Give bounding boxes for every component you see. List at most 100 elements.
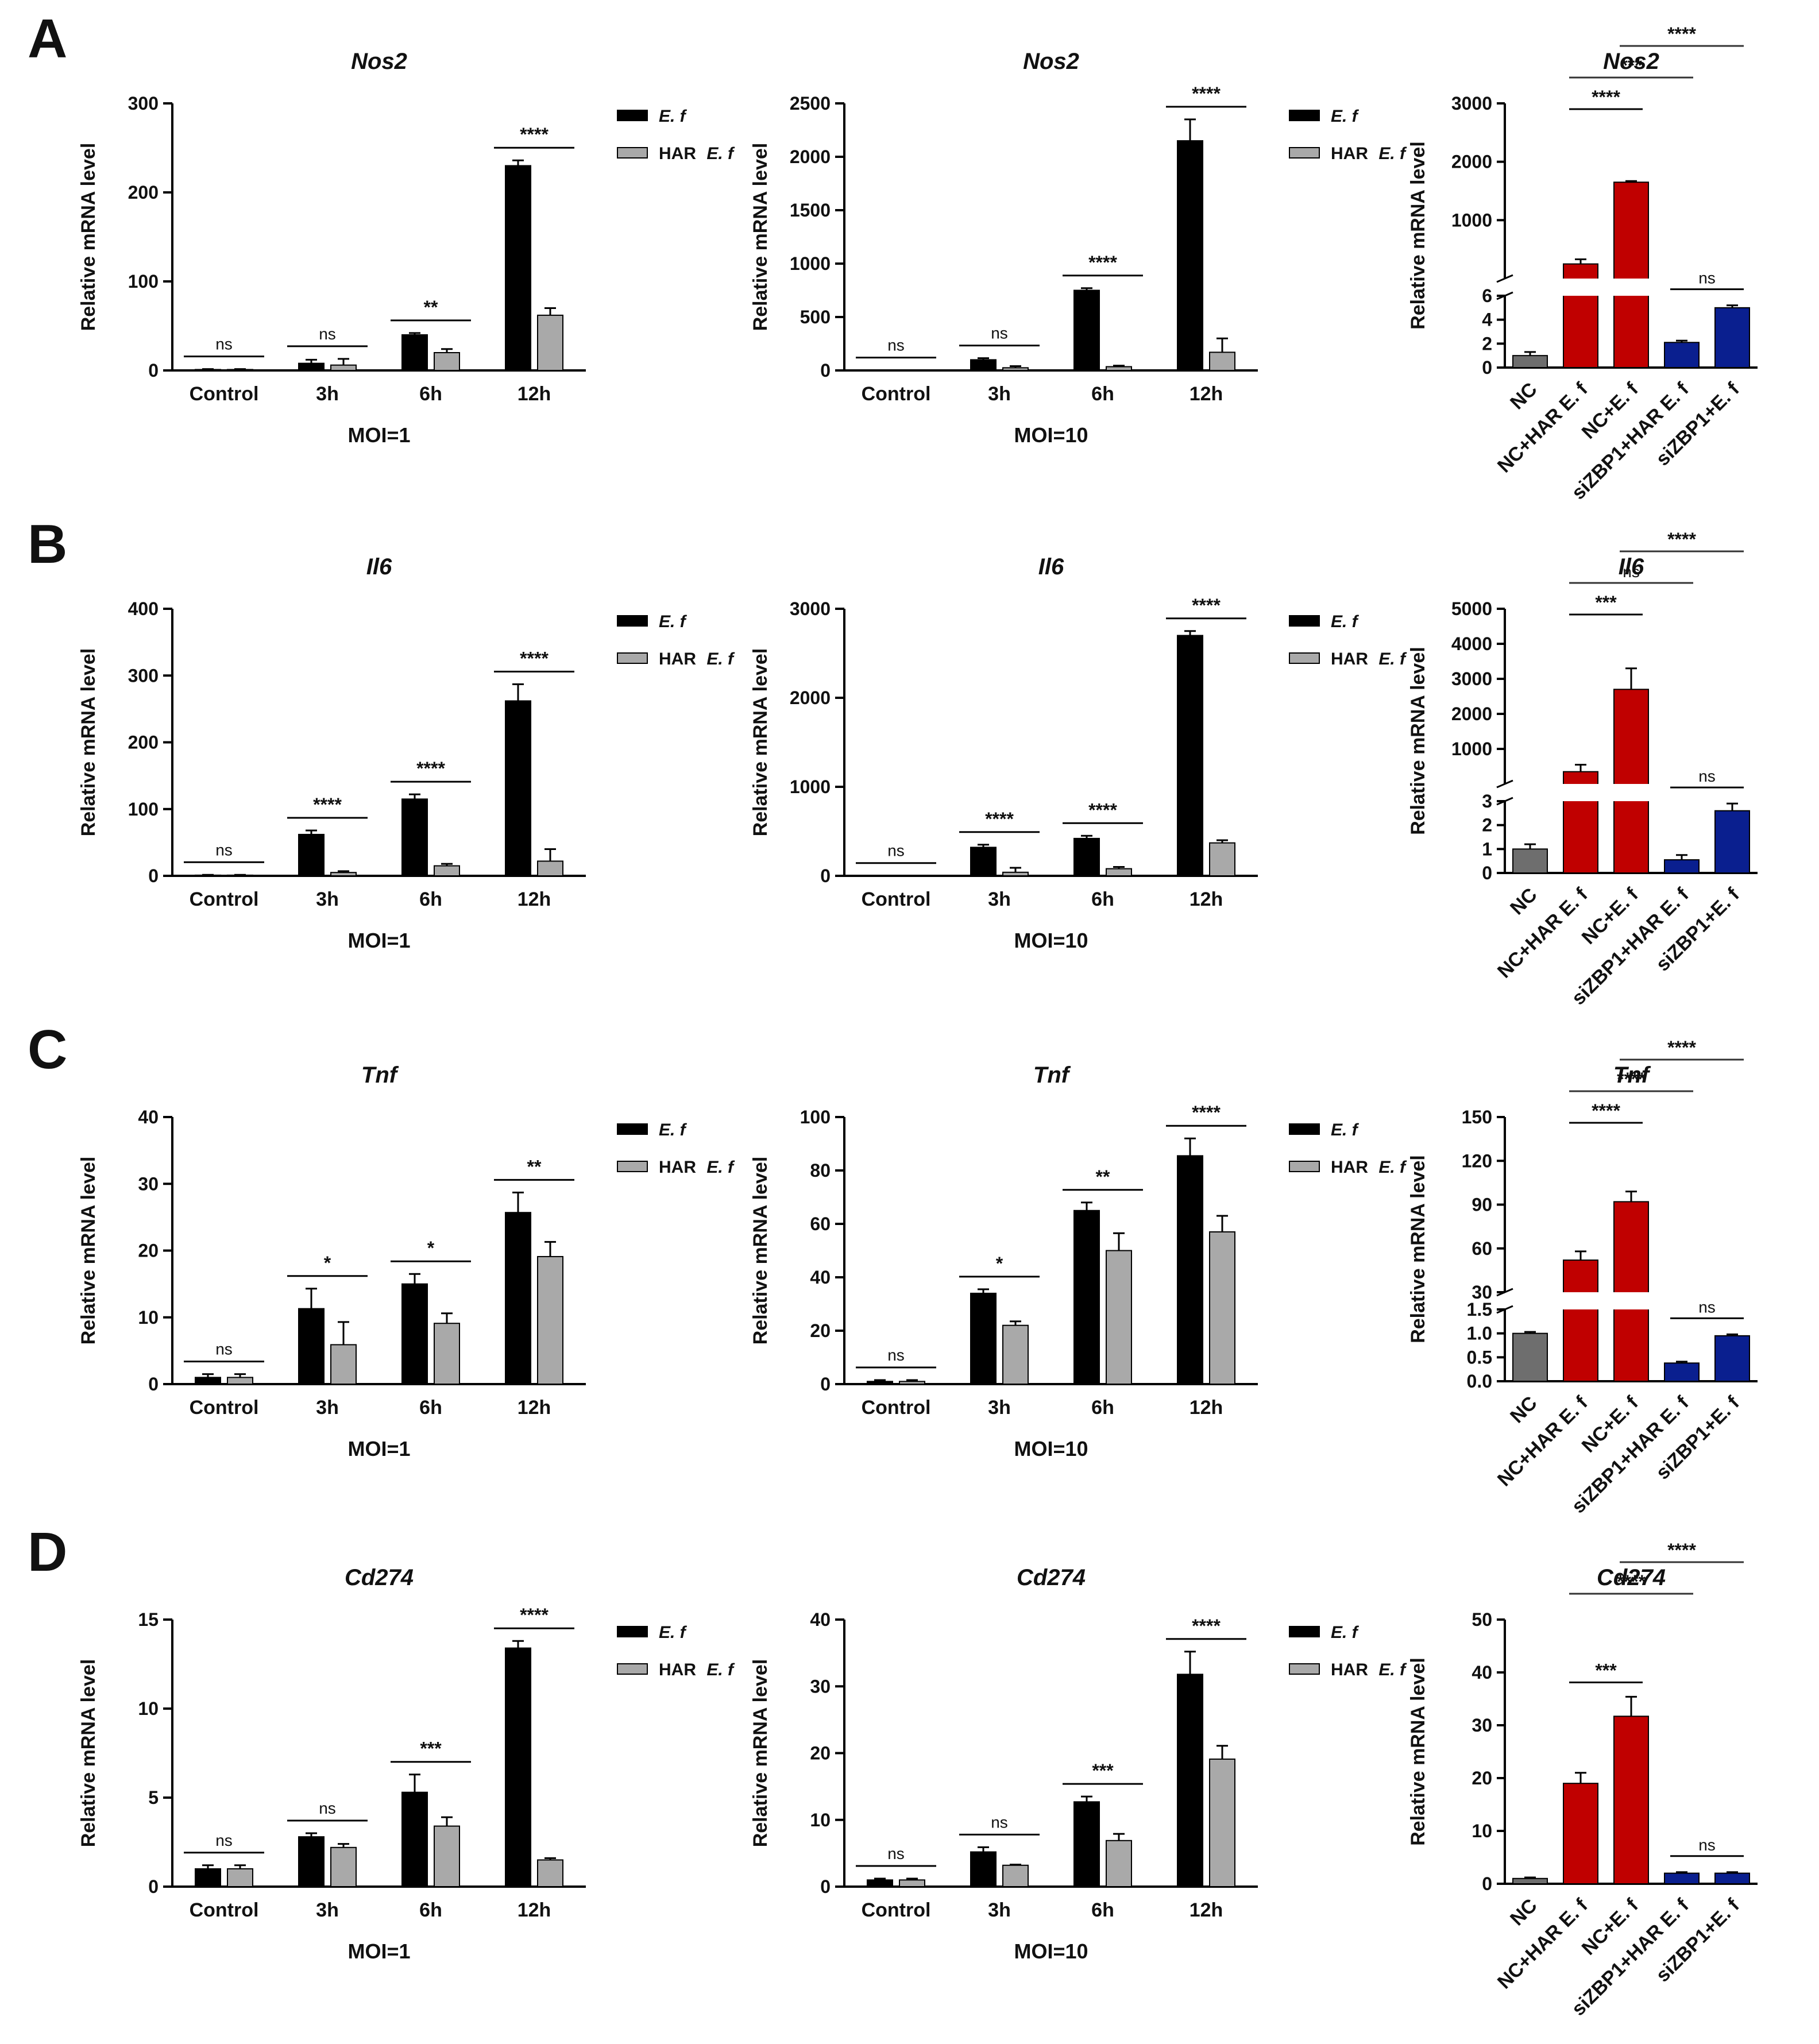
y-tick-label: 200 xyxy=(128,732,159,753)
y-tick-label: 200 xyxy=(128,182,159,203)
bar-ef xyxy=(1073,1801,1100,1888)
y-tick-label: 10 xyxy=(138,1307,159,1328)
bar-ef xyxy=(505,165,531,371)
y-axis-label: Relative mRNA level xyxy=(750,1157,771,1345)
significance-label: ns xyxy=(887,337,905,354)
legend-label-ef: E. f xyxy=(1331,107,1360,126)
legend-swatch-ef xyxy=(617,110,648,121)
y-tick-label: 2 xyxy=(1482,815,1492,836)
x-tick-label: Control xyxy=(862,383,931,405)
legend-swatch-ef xyxy=(1289,615,1320,627)
y-tick-label: 10 xyxy=(810,1810,831,1830)
bar-ef xyxy=(195,1377,221,1385)
y-tick-label: 30 xyxy=(1472,1715,1492,1736)
x-axis-label: MOI=1 xyxy=(347,1939,410,1963)
legend-swatch-ef xyxy=(1289,110,1320,121)
significance-label: * xyxy=(427,1238,435,1258)
y-tick-label: 90 xyxy=(1472,1195,1492,1215)
y-tick-label: 2 xyxy=(1482,333,1492,354)
bar-4 xyxy=(1714,307,1750,368)
y-tick-label: 1000 xyxy=(1451,739,1492,759)
legend-har-italic: E. f xyxy=(1378,1660,1407,1679)
y-tick-label: 60 xyxy=(810,1214,831,1234)
legend-swatch-har xyxy=(617,147,648,159)
bar-ef xyxy=(298,362,325,371)
bracket-label: ns xyxy=(1623,563,1640,581)
x-axis-label: MOI=1 xyxy=(347,929,410,952)
bar-4 xyxy=(1714,1872,1750,1885)
bar-har xyxy=(1002,1864,1029,1888)
y-tick-label: 40 xyxy=(810,1609,831,1630)
y-tick-label: 10 xyxy=(138,1698,159,1719)
legend-label-ef: E. f xyxy=(1331,1120,1360,1139)
y-tick-label: 0.5 xyxy=(1467,1347,1492,1367)
significance-label: ns xyxy=(215,335,233,353)
bar-har xyxy=(537,314,563,372)
bar-ef xyxy=(401,1791,428,1887)
x-tick-label: 12h xyxy=(1190,383,1223,405)
y-axis-label: Relative mRNA level xyxy=(750,143,771,331)
y-tick-label: 2000 xyxy=(1451,152,1492,172)
bracket-label: **** xyxy=(1667,529,1696,550)
legend-swatch-ef xyxy=(617,615,648,627)
legend-label-har: HAR E. f xyxy=(1331,650,1407,669)
y-tick-label: 1000 xyxy=(790,776,831,797)
x-tick-label: 6h xyxy=(1091,1397,1114,1419)
bar-ef xyxy=(1073,1210,1100,1385)
x-tick-label: NC xyxy=(1506,378,1542,414)
bar-ef xyxy=(1073,289,1100,371)
legend-label-har: HAR E. f xyxy=(1331,1158,1407,1177)
legend-label-ef: E. f xyxy=(659,1623,688,1642)
chart-title: Tnf xyxy=(1033,1062,1071,1088)
significance-label: **** xyxy=(985,809,1014,829)
x-axis-label: MOI=10 xyxy=(1014,929,1088,952)
significance-label: **** xyxy=(1192,83,1221,104)
chart-title: Nos2 xyxy=(1603,49,1659,74)
x-tick-label: 12h xyxy=(1190,888,1223,910)
x-tick-label: 6h xyxy=(419,888,442,910)
x-tick-label: NC xyxy=(1506,1392,1542,1428)
significance-label: *** xyxy=(420,1738,442,1759)
y-axis-label: Relative mRNA level xyxy=(1407,141,1429,330)
legend-label-har: HAR E. f xyxy=(659,1660,735,1679)
bar-har xyxy=(434,1825,460,1888)
bar-ef xyxy=(505,700,531,877)
bar-ef xyxy=(1177,140,1203,371)
bar-ef xyxy=(401,798,428,876)
chart-title: Il6 xyxy=(1619,554,1644,579)
chart-title: Cd274 xyxy=(1017,1565,1086,1590)
legend-label-har: HAR E. f xyxy=(1331,144,1407,163)
bar-2 xyxy=(1613,689,1649,874)
y-tick-label: 300 xyxy=(128,665,159,686)
legend-har-prefix: HAR xyxy=(1331,650,1373,669)
bar-4 xyxy=(1714,810,1750,874)
x-axis-label: MOI=1 xyxy=(347,423,410,447)
y-tick-label: 400 xyxy=(128,598,159,619)
y-tick-label: 4000 xyxy=(1451,633,1492,654)
legend-har-italic: E. f xyxy=(706,144,735,163)
bar-3 xyxy=(1664,1362,1700,1382)
significance-label: **** xyxy=(1192,1616,1221,1636)
bar-4 xyxy=(1714,1335,1750,1382)
bar-2 xyxy=(1613,181,1649,368)
x-tick-label: 3h xyxy=(988,888,1011,910)
x-tick-label: 3h xyxy=(988,383,1011,405)
bar-ef xyxy=(970,847,997,877)
x-axis-label: MOI=1 xyxy=(347,1437,410,1460)
bar-har xyxy=(1002,871,1029,877)
legend-label-ef: E. f xyxy=(659,107,688,126)
bar-2 xyxy=(1613,1715,1649,1885)
bar-har xyxy=(434,352,460,371)
bar-1 xyxy=(1563,1783,1598,1884)
x-tick-label: 6h xyxy=(419,1899,442,1921)
y-tick-label: 150 xyxy=(1462,1107,1492,1127)
chart-title: Nos2 xyxy=(1023,49,1079,74)
y-tick-label: 10 xyxy=(1472,1821,1492,1841)
x-tick-label: 3h xyxy=(316,888,339,910)
chart-title: Il6 xyxy=(1038,554,1064,579)
legend-har-prefix: HAR xyxy=(659,1158,701,1177)
y-tick-label: 80 xyxy=(810,1160,831,1181)
axis-break-mark xyxy=(1496,274,1513,283)
bar-har xyxy=(1106,868,1132,876)
